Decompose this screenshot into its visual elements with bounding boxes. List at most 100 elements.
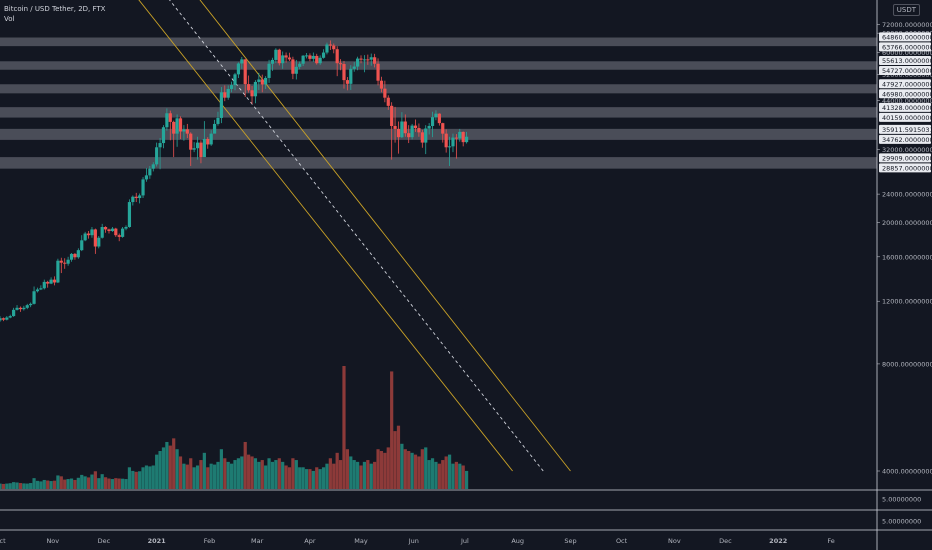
volume-bar <box>427 460 431 489</box>
symbol-title[interactable]: Bitcoin / USD Tether, 2D, FTX <box>4 5 106 13</box>
volume-bar <box>359 465 363 489</box>
volume-bar <box>158 451 162 489</box>
volume-bar <box>342 366 346 489</box>
candle-body <box>458 131 462 139</box>
candle-body <box>56 260 60 283</box>
price-tick-label: 8000.00000000 <box>882 360 932 368</box>
volume-bar <box>321 467 326 489</box>
candle-body <box>352 66 356 69</box>
volume-bar <box>165 441 169 489</box>
volume-bar <box>410 452 414 489</box>
volume-bar <box>451 463 455 489</box>
candle-body <box>202 138 206 158</box>
volume-bar <box>454 461 458 489</box>
candle-body <box>233 74 237 86</box>
candle-body <box>165 113 169 128</box>
volume-bar <box>413 454 418 489</box>
volume-bar <box>291 458 295 489</box>
volume-bar <box>73 479 77 489</box>
candle-body <box>315 55 319 64</box>
candle-body <box>454 137 458 139</box>
volume-bar <box>185 464 189 489</box>
candle-body <box>338 63 343 65</box>
candle-body <box>216 117 220 124</box>
candle-body <box>18 307 23 310</box>
volume-bar <box>206 467 210 489</box>
zone-label-text: 47927.00000000 <box>882 80 932 88</box>
time-tick-label: Apr <box>304 537 316 545</box>
volume-bar <box>189 458 193 489</box>
candle-body <box>390 105 394 126</box>
candle-body <box>430 117 435 126</box>
candle-body <box>267 63 271 78</box>
volume-bar <box>325 463 329 489</box>
volume-bar <box>134 471 138 489</box>
volume-bar <box>216 461 220 489</box>
volume-bar <box>90 474 94 489</box>
time-tick-label: Jul <box>460 537 469 545</box>
candle-body <box>66 259 70 264</box>
volume-bar <box>328 458 332 489</box>
candle-body <box>80 240 84 251</box>
candle-body <box>124 227 128 229</box>
volume-bar <box>66 479 70 489</box>
candle-body <box>114 228 118 236</box>
candle-body <box>138 195 142 199</box>
volume-bar <box>270 461 275 489</box>
volume-bar <box>315 467 319 489</box>
volume-bar <box>284 465 288 489</box>
candle-body <box>373 57 377 64</box>
candle-body <box>287 57 292 60</box>
zone-label-box <box>879 134 931 144</box>
candle-body <box>63 262 67 264</box>
candle-body <box>447 146 452 148</box>
volume-bar <box>107 478 111 489</box>
candle-body <box>1 318 6 320</box>
descending-channel <box>138 0 571 472</box>
candle-body <box>151 164 155 169</box>
volume-bar <box>335 452 339 489</box>
zone-label-text: 28857.00000000 <box>882 164 932 172</box>
time-axis[interactable]: Oct Nov Dec 2021 Feb Mar Apr May Jun Jul Aug Sep Oct… <box>0 537 835 545</box>
price-tick-label: 16000.00000000 <box>882 253 932 261</box>
volume-bar <box>199 460 203 489</box>
candle-body <box>35 289 40 292</box>
candle-body <box>110 228 114 232</box>
zone-price-labels: 64860.00000000 63766.00000000 55613.000000… <box>879 32 932 173</box>
time-tick-label: Oct <box>616 537 628 545</box>
candle-body <box>29 303 33 306</box>
volume-bar <box>97 478 101 489</box>
price-tick-label: 4000.00000000 <box>882 468 932 476</box>
volume-bar <box>223 458 227 489</box>
zone-band <box>0 157 877 169</box>
zone-label-text: 29909.00000000 <box>882 154 932 162</box>
volume-bar <box>294 460 298 489</box>
candle-body <box>83 233 87 241</box>
volume-bar <box>390 371 394 489</box>
currency-badge[interactable]: USDT <box>892 4 920 16</box>
volume-indicator-label[interactable]: Vol <box>4 15 15 23</box>
time-tick-label: Sep <box>564 537 576 545</box>
volume-bar <box>144 465 149 489</box>
candle-body <box>277 49 281 64</box>
candle-body <box>175 118 179 134</box>
volume-bar <box>178 456 183 489</box>
candle-body <box>328 44 332 46</box>
candle-body <box>192 148 196 150</box>
candle-body <box>185 129 189 134</box>
candle-body <box>103 227 108 230</box>
volume-bar <box>362 461 367 489</box>
channel-upper-line <box>199 0 571 472</box>
candle-body <box>325 44 329 53</box>
volume-bar <box>172 438 176 489</box>
candle-body <box>274 49 278 60</box>
volume-bar <box>192 467 196 489</box>
candle-body <box>461 131 465 143</box>
volume-bar <box>250 456 254 489</box>
candle-body <box>5 317 9 320</box>
price-tick-label: 52000.00000000 <box>882 71 932 79</box>
volume-tick-label: 5.00000000 <box>882 496 921 504</box>
candle-body <box>311 55 315 59</box>
